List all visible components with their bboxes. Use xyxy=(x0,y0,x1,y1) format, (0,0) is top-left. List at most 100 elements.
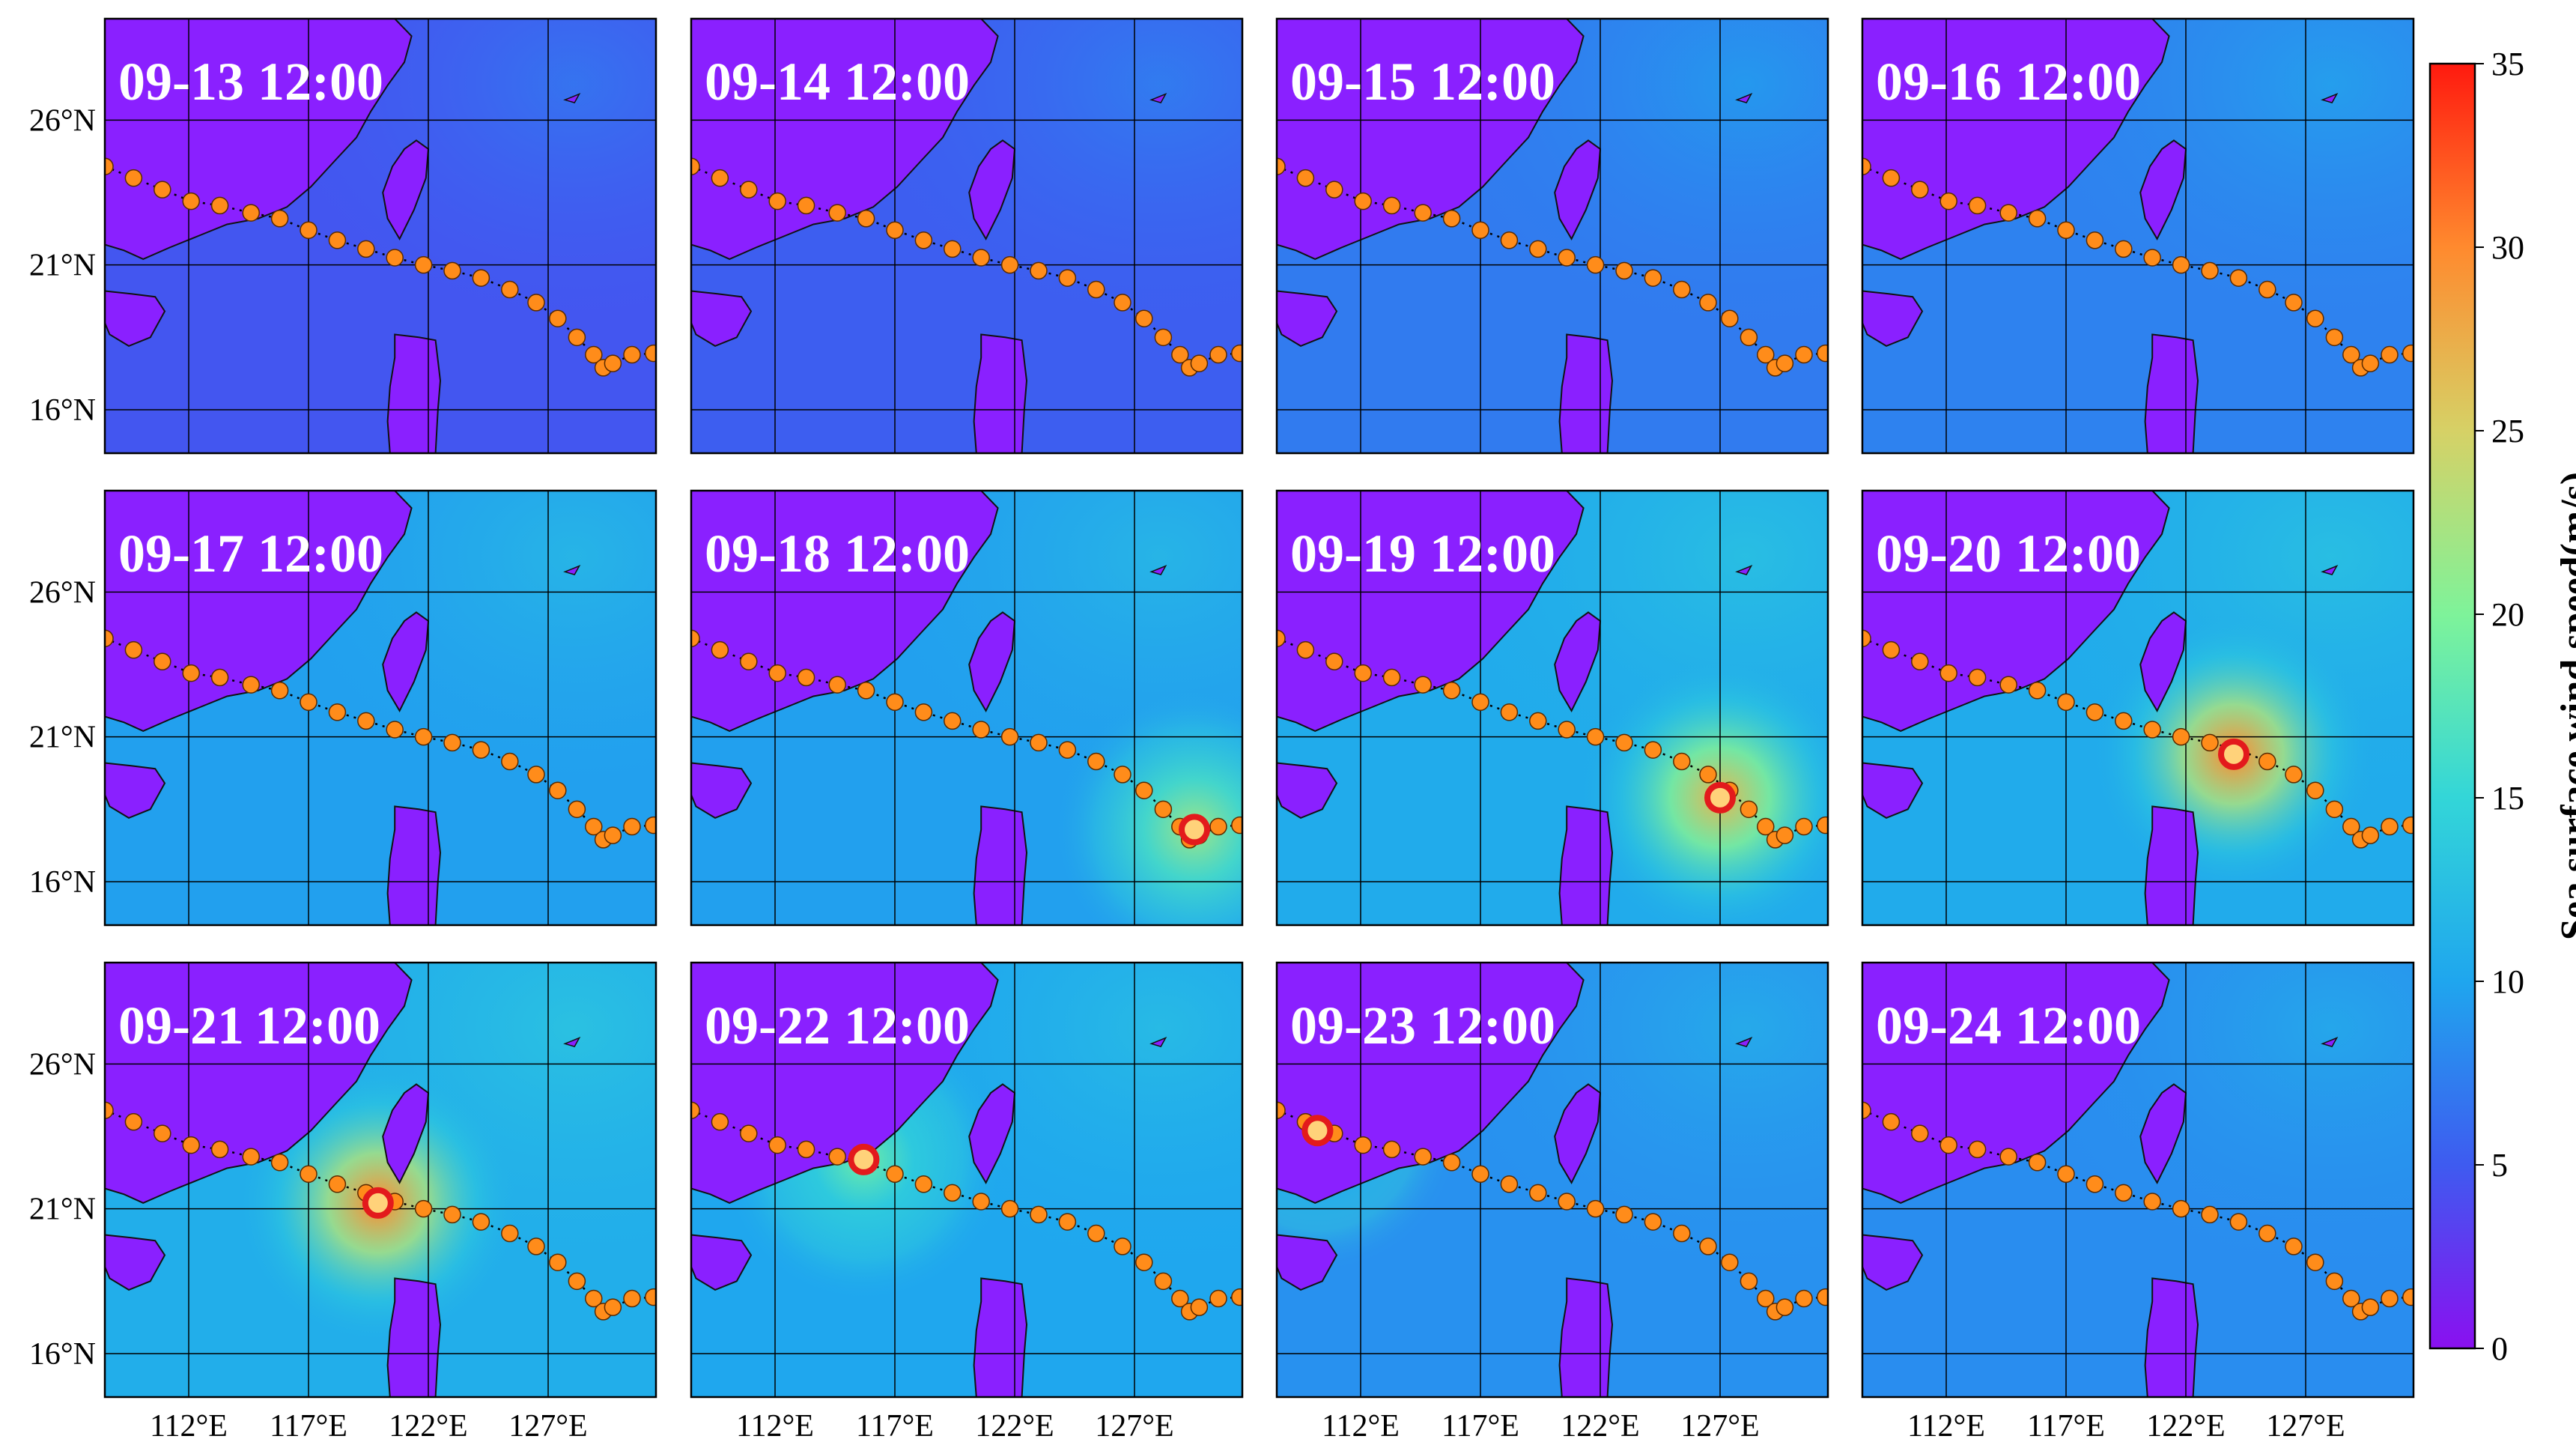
colorbar-tick-label: 30 xyxy=(2491,229,2524,266)
panel-date: 09-15 xyxy=(1290,52,1416,112)
track-point xyxy=(2115,712,2133,730)
track-point xyxy=(914,231,933,249)
latitude-tick-label: 21°N xyxy=(29,249,96,283)
track-point xyxy=(1968,1140,1987,1159)
track-point xyxy=(1817,816,1828,834)
ryukyu-island xyxy=(1149,565,1167,575)
track-point xyxy=(1030,261,1048,280)
track-point xyxy=(1277,1101,1286,1119)
track-point xyxy=(1795,1289,1813,1308)
track-point xyxy=(270,210,289,228)
ryukyu-island xyxy=(2321,93,2339,103)
track-point xyxy=(105,629,114,647)
longitude-tick-label: 122°E xyxy=(975,1409,1054,1444)
track-point xyxy=(886,693,904,712)
longitude-tick-label: 117°E xyxy=(1442,1409,1519,1444)
track-point xyxy=(1558,721,1576,739)
track-point xyxy=(2057,1165,2075,1184)
track-point xyxy=(443,733,461,752)
track-point xyxy=(568,800,586,819)
mainland-china xyxy=(691,963,999,1204)
track-point xyxy=(1231,816,1242,834)
track-point xyxy=(914,703,933,721)
hainan-island xyxy=(1862,290,1924,348)
panel-timestamp: 09-20 12:00 xyxy=(1876,524,2141,584)
track-point xyxy=(1471,693,1489,712)
track-point xyxy=(1000,1199,1019,1218)
track-point xyxy=(1673,280,1691,299)
track-point xyxy=(623,817,641,836)
track-point xyxy=(1586,1199,1605,1218)
track-point xyxy=(1673,752,1691,771)
track-point xyxy=(1757,345,1775,364)
track-point xyxy=(585,817,603,836)
track-point xyxy=(2028,1154,2047,1172)
track-point xyxy=(645,1288,656,1306)
typhoon-track-line xyxy=(691,166,1240,369)
track-point xyxy=(944,1184,962,1202)
track-point xyxy=(1000,255,1019,274)
panel-time: 12:00 xyxy=(258,52,383,112)
taiwan-island xyxy=(2139,611,2187,712)
track-point xyxy=(1795,817,1813,836)
track-point xyxy=(691,1101,700,1119)
longitude-tick-label: 127°E xyxy=(1095,1409,1173,1444)
ryukyu-island xyxy=(2321,1037,2339,1047)
typhoon-track-line xyxy=(1862,1109,2411,1313)
panel-frame xyxy=(690,17,1244,455)
track-point xyxy=(740,1124,758,1142)
panel-time: 12:00 xyxy=(844,524,970,584)
hainan-island xyxy=(691,1234,753,1291)
track-point xyxy=(1382,196,1401,215)
panel-time: 12:00 xyxy=(844,52,970,112)
current-cyclone-position xyxy=(1179,814,1210,846)
mainland-china xyxy=(1862,19,2170,260)
track-point xyxy=(1775,826,1794,844)
current-cyclone-position xyxy=(1704,781,1736,814)
luzon-island xyxy=(386,333,442,453)
track-point xyxy=(1615,1205,1633,1224)
track-point xyxy=(2028,682,2047,700)
panel-frame xyxy=(690,961,1244,1399)
track-point xyxy=(828,676,846,694)
latitude-tick-label: 21°N xyxy=(29,721,96,755)
colorbar-tick-label: 25 xyxy=(2491,413,2524,449)
typhoon-track-line xyxy=(1862,166,2411,369)
track-point xyxy=(2258,752,2276,771)
track-point xyxy=(1615,733,1633,752)
track-point xyxy=(1058,269,1077,287)
track-point xyxy=(886,1165,904,1184)
track-point xyxy=(1500,703,1519,721)
map-panel-09-19: 09-19 12:00 xyxy=(1275,489,1829,927)
track-point xyxy=(2229,1213,2248,1231)
track-point xyxy=(1135,1253,1153,1271)
colorbar-tick-label: 5 xyxy=(2491,1147,2508,1184)
longitude-tick-label: 117°E xyxy=(2027,1409,2105,1444)
track-point xyxy=(1615,261,1633,280)
track-point xyxy=(1529,1184,1547,1202)
map-panel-09-15: 09-15 12:00 xyxy=(1275,17,1829,455)
track-point xyxy=(585,1289,603,1308)
track-point xyxy=(691,629,700,647)
track-point xyxy=(328,1175,347,1193)
panel-timestamp: 09-14 12:00 xyxy=(705,52,970,112)
track-point xyxy=(1135,781,1153,799)
track-point xyxy=(2172,255,2190,274)
track-point xyxy=(828,1148,846,1166)
track-point xyxy=(711,640,729,659)
panel-frame xyxy=(1861,17,2415,455)
map-panel-09-21: 09-21 12:00 26°N 21°N 16°N 112°E 117°E 122°E 127… xyxy=(29,961,657,1444)
track-point xyxy=(1968,196,1987,215)
panel-time: 12:00 xyxy=(1430,996,1555,1055)
track-point xyxy=(182,664,200,682)
track-point xyxy=(1382,668,1401,687)
typhoon-track-line xyxy=(1277,637,1826,841)
track-point xyxy=(2306,309,2324,327)
track-point xyxy=(1999,1148,2017,1166)
ryukyu-island xyxy=(563,565,581,575)
track-point xyxy=(2361,826,2380,844)
track-point xyxy=(1775,354,1794,372)
luzon-island xyxy=(1558,1277,1614,1397)
ryukyu-island xyxy=(1735,1037,1753,1047)
